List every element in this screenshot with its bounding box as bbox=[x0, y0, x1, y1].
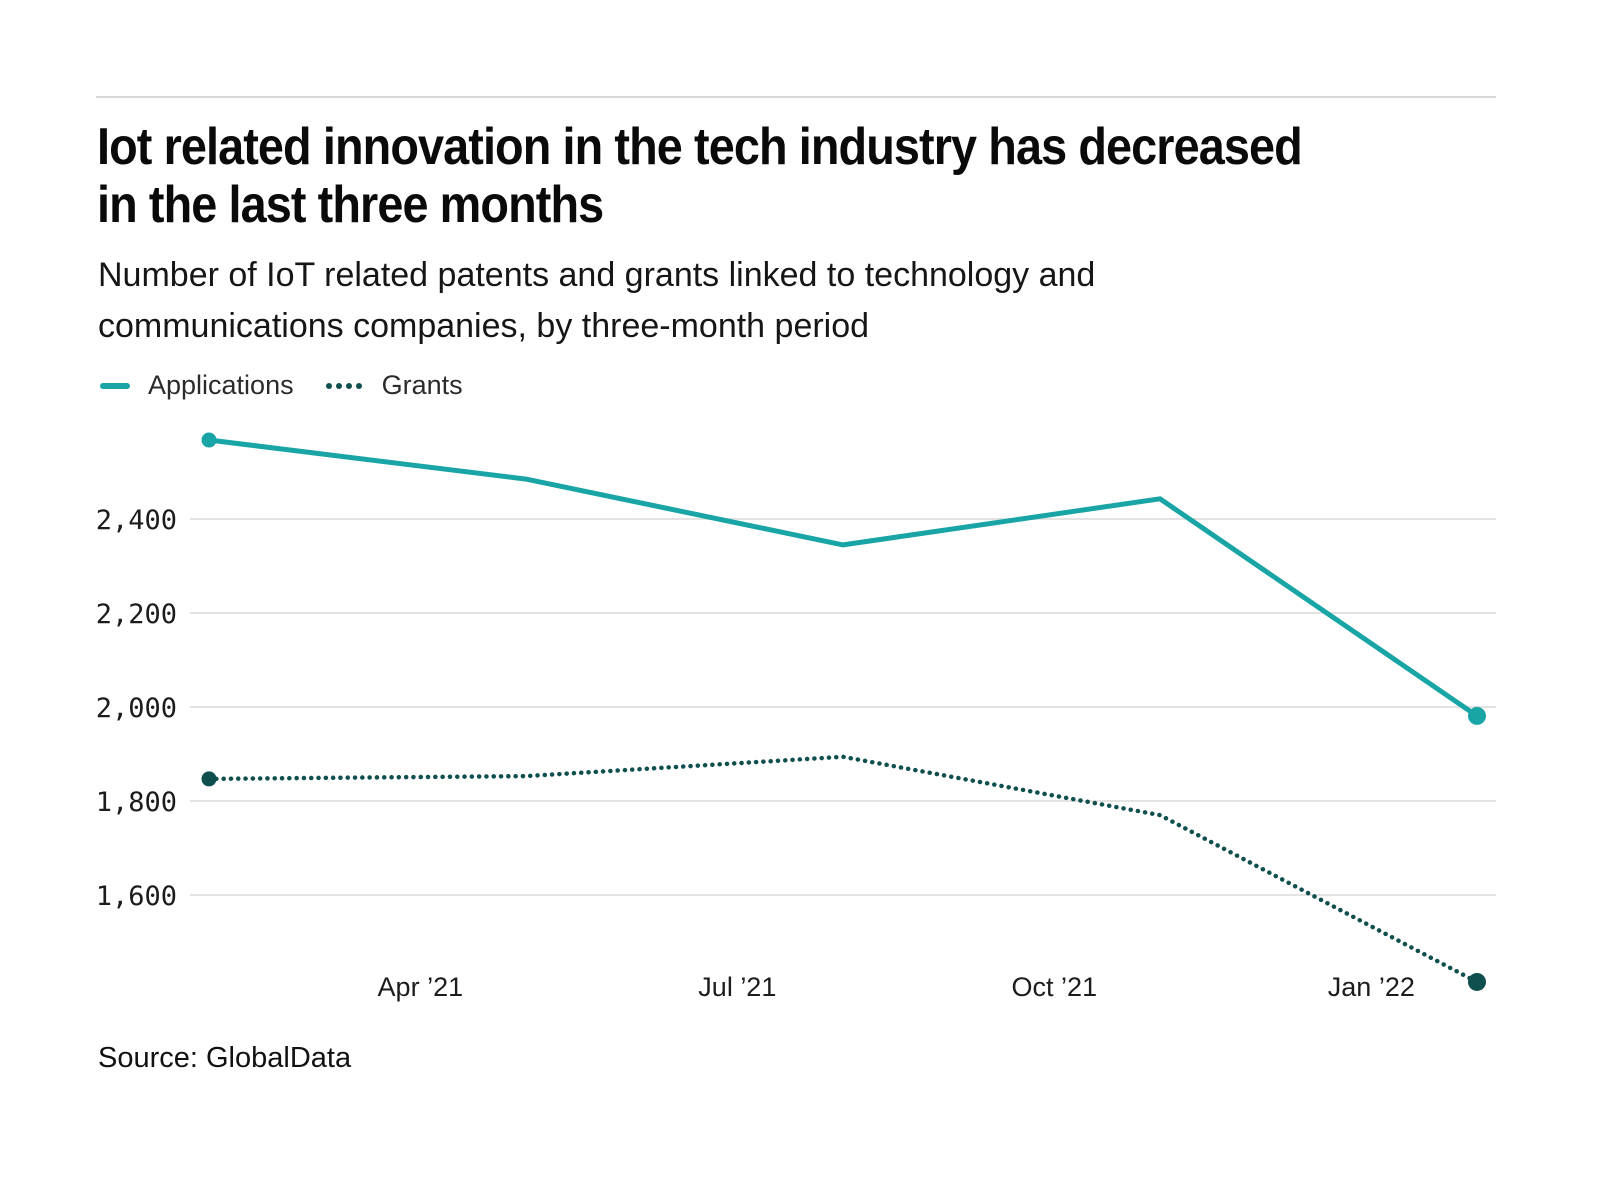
chart-subtitle: Number of IoT related patents and grants… bbox=[98, 250, 1095, 352]
applications-start-marker bbox=[201, 432, 217, 448]
chart-legend: Applications Grants bbox=[100, 370, 463, 401]
y-tick-label: 2,000 bbox=[96, 693, 177, 724]
y-tick-label: 1,600 bbox=[96, 881, 177, 912]
y-tick-label: 2,200 bbox=[96, 599, 177, 630]
x-tick-label: Oct ’21 bbox=[1012, 972, 1098, 1002]
x-tick-label: Jan ’22 bbox=[1328, 972, 1415, 1002]
legend-label-applications: Applications bbox=[148, 370, 294, 400]
applications-line-swatch bbox=[100, 382, 130, 389]
y-tick-label: 2,400 bbox=[96, 505, 177, 536]
top-divider bbox=[96, 96, 1496, 98]
swatch-dot bbox=[325, 382, 332, 389]
x-tick-label: Jul ’21 bbox=[698, 972, 776, 1002]
legend-label-grants: Grants bbox=[381, 370, 463, 400]
grants-dotted-swatch bbox=[325, 382, 366, 389]
series-line-applications bbox=[208, 437, 1479, 718]
swatch-dot bbox=[355, 382, 362, 389]
title-line-1: Iot related innovation in the tech indus… bbox=[97, 118, 1303, 176]
subtitle-line-2: communications companies, by three-month… bbox=[98, 307, 870, 345]
page-title: Iot related innovation in the tech indus… bbox=[97, 118, 1303, 235]
title-line-2: in the last three months bbox=[97, 176, 604, 235]
grants-start-marker bbox=[201, 771, 217, 787]
subtitle-line-1: Number of IoT related patents and grants… bbox=[98, 256, 1096, 294]
swatch-dot bbox=[335, 382, 342, 389]
y-tick-label: 1,800 bbox=[96, 787, 177, 818]
x-axis-labels: Apr ’21 Jul ’21 Oct ’21 Jan ’22 bbox=[378, 972, 1415, 1002]
swatch-dot bbox=[345, 382, 352, 389]
gridlines: 2,400 2,200 2,000 1,800 1,600 bbox=[96, 505, 1496, 912]
applications-end-marker bbox=[1468, 706, 1486, 725]
x-tick-label: Apr ’21 bbox=[378, 972, 464, 1002]
source-note: Source: GlobalData bbox=[98, 1042, 352, 1074]
grants-end-marker bbox=[1468, 972, 1486, 991]
series-line-grants bbox=[206, 754, 1480, 985]
